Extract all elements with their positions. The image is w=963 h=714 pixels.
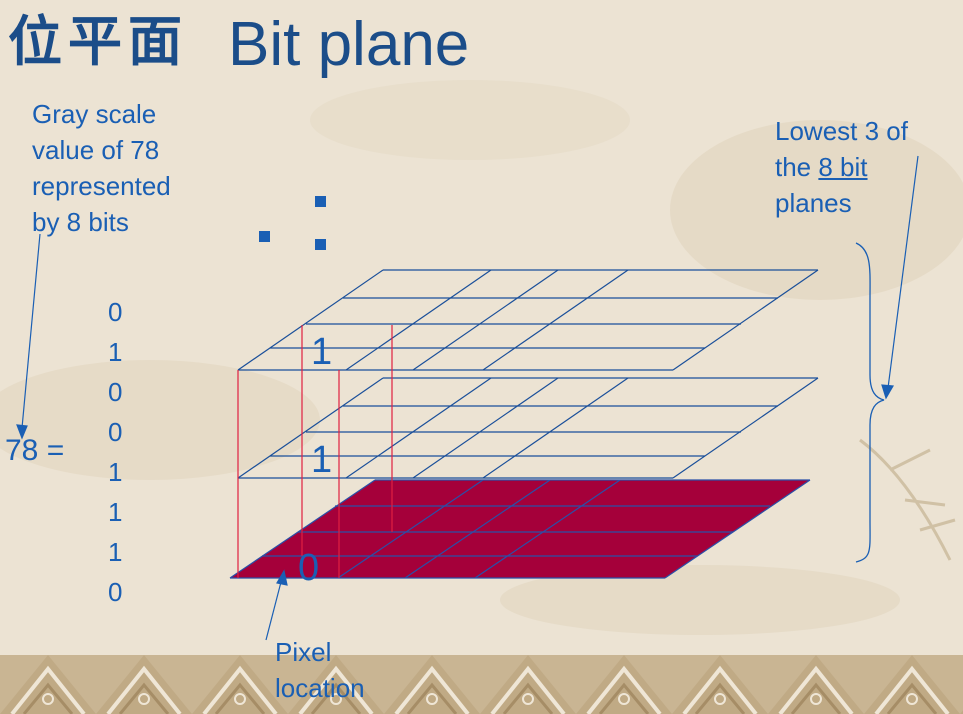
bottom-plane-bit: 0 — [298, 547, 320, 589]
bit-column: 0 1 0 0 1 1 1 0 — [108, 292, 122, 612]
annotation-lowest-line-2-prefix: the — [775, 152, 819, 182]
arrow-lowest-to-brace — [881, 155, 919, 400]
pixel-label-line-2: location — [275, 673, 365, 703]
bit-value: 0 — [108, 417, 123, 447]
annotation-lowest-line-1: Lowest 3 of — [775, 116, 908, 146]
dot-right — [315, 239, 326, 250]
eight-bit-link[interactable]: 8 bit — [818, 152, 868, 182]
annotation-lowest-line-2: the 8 bit — [775, 149, 908, 185]
annotation-gray-line-2: value of 78 — [32, 135, 160, 165]
annotation-gray-scale: Gray scale value of 78 represented by 8 … — [32, 96, 171, 240]
arrow-pixel-location — [265, 569, 288, 641]
annotation-lowest-line-3: planes — [775, 188, 852, 218]
bit-value: 1 — [108, 497, 123, 527]
dot-top — [315, 196, 326, 207]
ellipsis-dots — [259, 196, 326, 250]
title-english: Bit plane — [228, 10, 470, 79]
bit-value: 1 — [108, 457, 123, 487]
bit-plane-middle — [237, 377, 819, 479]
bit-value: 1 — [108, 537, 123, 567]
pixel-label-line-1: Pixel — [275, 637, 332, 667]
annotation-gray-line-1: Gray scale — [32, 99, 157, 129]
annotation-lowest-planes: Lowest 3 of the 8 bit planes — [775, 113, 908, 221]
plane-group-brace — [855, 242, 885, 563]
dot-left — [259, 231, 270, 242]
equation-label: 78 = — [5, 434, 65, 467]
pixel-column-lines — [237, 325, 393, 578]
bit-plane-top — [237, 269, 819, 371]
bit-plane-bottom — [229, 479, 811, 579]
bit-value: 0 — [108, 377, 123, 407]
pixel-location-label: Pixel location — [275, 634, 365, 706]
middle-plane-bit: 1 — [311, 439, 333, 481]
bit-value: 0 — [108, 577, 123, 607]
background-decoration — [0, 80, 963, 635]
annotation-gray-line-4: by 8 bits — [32, 207, 129, 237]
arrow-gray-to-equation — [16, 233, 41, 440]
annotation-gray-line-3: represented — [32, 171, 171, 201]
top-plane-bit: 1 — [311, 331, 333, 373]
title-chinese: 位平面 — [8, 9, 188, 73]
bit-value: 0 — [108, 297, 123, 327]
decorative-bottom-band — [0, 655, 963, 714]
bit-value: 1 — [108, 337, 123, 367]
